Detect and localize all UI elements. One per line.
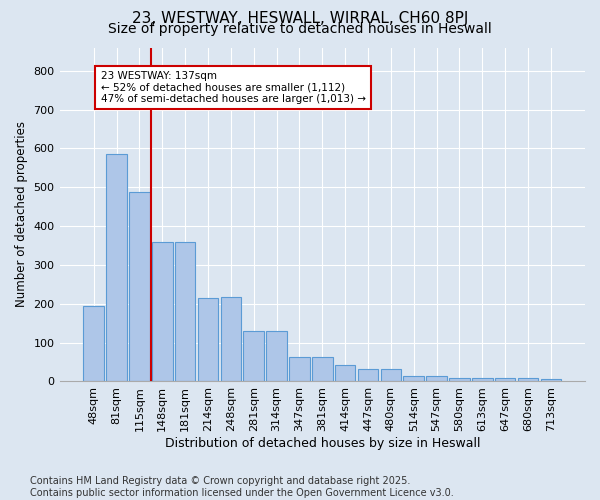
Bar: [129, 192, 150, 382]
Bar: [380, 369, 401, 382]
Text: Size of property relative to detached houses in Heswall: Size of property relative to detached ho…: [108, 22, 492, 36]
Bar: [244, 330, 264, 382]
Bar: [541, 378, 561, 382]
Bar: [175, 242, 196, 382]
Bar: [426, 376, 447, 382]
Bar: [198, 298, 218, 382]
Bar: [83, 306, 104, 382]
Text: Contains HM Land Registry data © Crown copyright and database right 2025.
Contai: Contains HM Land Registry data © Crown c…: [30, 476, 454, 498]
Bar: [312, 356, 332, 382]
Bar: [472, 378, 493, 382]
Bar: [152, 242, 173, 382]
Bar: [403, 376, 424, 382]
Text: 23 WESTWAY: 137sqm
← 52% of detached houses are smaller (1,112)
47% of semi-deta: 23 WESTWAY: 137sqm ← 52% of detached hou…: [101, 71, 365, 104]
Y-axis label: Number of detached properties: Number of detached properties: [15, 122, 28, 308]
Bar: [221, 297, 241, 382]
X-axis label: Distribution of detached houses by size in Heswall: Distribution of detached houses by size …: [164, 437, 480, 450]
Bar: [266, 330, 287, 382]
Bar: [449, 378, 470, 382]
Bar: [289, 356, 310, 382]
Bar: [495, 378, 515, 382]
Bar: [518, 378, 538, 382]
Bar: [106, 154, 127, 382]
Text: 23, WESTWAY, HESWALL, WIRRAL, CH60 8PJ: 23, WESTWAY, HESWALL, WIRRAL, CH60 8PJ: [132, 11, 468, 26]
Bar: [358, 369, 378, 382]
Bar: [335, 365, 355, 382]
